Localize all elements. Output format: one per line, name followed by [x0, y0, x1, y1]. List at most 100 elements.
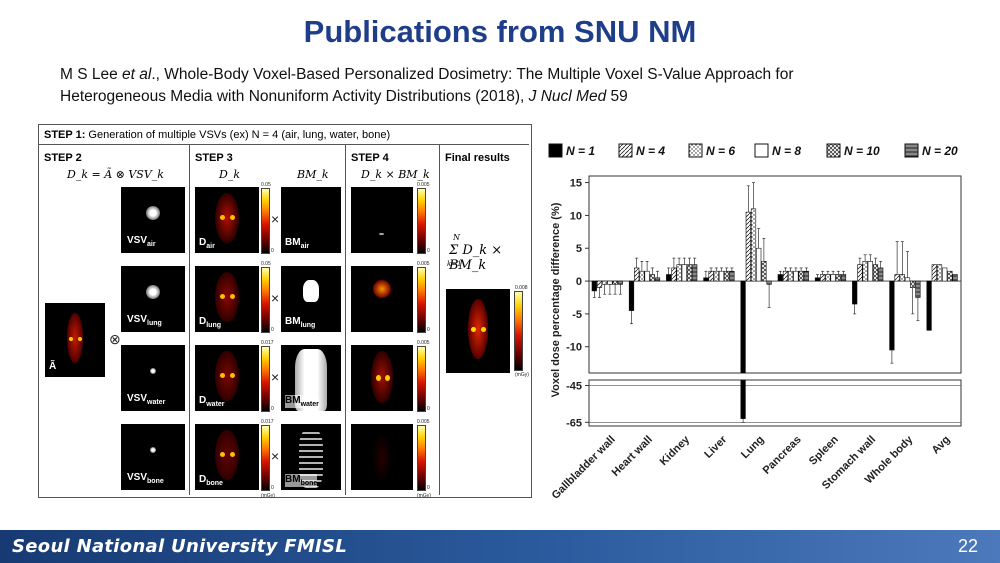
- vsv-glow: [146, 285, 160, 299]
- bar: [644, 270, 650, 282]
- bar: [803, 270, 809, 282]
- y-tick-label: -45: [566, 381, 582, 393]
- colorbar-unit: (mGy): [261, 493, 275, 499]
- masked-dose-image: [351, 187, 413, 253]
- vsv-label: VSVair: [127, 235, 156, 248]
- multiply-symbol: ×: [271, 369, 280, 385]
- vsv-label: VSVbone: [127, 472, 164, 485]
- divider: [439, 145, 440, 495]
- bar: [718, 270, 725, 282]
- step4-header: STEP 4: [351, 152, 389, 164]
- kidney-hotspot: [230, 294, 235, 299]
- colorbar: [261, 267, 270, 333]
- vsv-glow: [150, 368, 156, 374]
- colorbar-max: 0.05: [261, 182, 271, 188]
- colorbar-zero: 0: [427, 327, 430, 333]
- bar: [740, 280, 746, 374]
- sum-bottom: k=1: [447, 260, 462, 268]
- slide-title: Publications from SNU NM: [303, 14, 697, 49]
- legend-label: N = 6: [706, 144, 735, 158]
- binary-mask-image: BMlung: [281, 266, 341, 332]
- y-tick-label: -65: [566, 417, 582, 429]
- mask-label: BMair: [285, 237, 310, 250]
- legend-label: N = 1: [566, 144, 595, 158]
- bar: [835, 274, 841, 282]
- bar: [766, 280, 772, 285]
- dose-body: [215, 430, 239, 480]
- dose-label: Dwater: [199, 395, 225, 408]
- binary-mask-image: BMair: [281, 187, 341, 253]
- bar: [676, 264, 682, 282]
- step1-label: STEP 1:: [44, 129, 86, 141]
- final-dose-image: [446, 289, 510, 373]
- kidney-hotspot: [230, 452, 235, 457]
- legend-swatch: [688, 143, 703, 158]
- dose-label: Dair: [199, 237, 215, 250]
- legend-label: N = 10: [844, 144, 880, 158]
- bar: [596, 280, 603, 288]
- mask-label: BMbone: [285, 474, 318, 487]
- dose-body: [215, 193, 239, 243]
- a-tilde-label: Ã: [49, 361, 57, 372]
- method-figure: STEP 1: Generation of multiple VSVs (ex)…: [38, 124, 532, 499]
- bar: [703, 277, 709, 282]
- vsv-kernel-image: VSVair: [121, 187, 185, 253]
- step2-header: STEP 2: [44, 152, 82, 164]
- bar: [952, 274, 958, 282]
- bar: [867, 261, 873, 282]
- colorbar-zero: 0: [271, 327, 274, 333]
- colorbar: [417, 188, 426, 254]
- legend-swatch: [618, 143, 633, 158]
- y-tick-label: 5: [576, 243, 582, 255]
- final-results-header: Final results: [445, 152, 510, 164]
- dose-label: Dlung: [199, 316, 222, 329]
- bar: [899, 274, 905, 282]
- dk-formula: D_k: [219, 168, 240, 181]
- bar: [910, 280, 916, 288]
- y-tick-label: 15: [570, 178, 582, 190]
- lower-plot-frame: [588, 379, 962, 427]
- kidney-hotspot: [385, 375, 390, 381]
- bar: [820, 274, 826, 282]
- bar: [830, 274, 836, 282]
- bar: [612, 280, 618, 285]
- bar: [724, 270, 730, 282]
- bar: [602, 280, 608, 285]
- vsv-glow: [150, 447, 156, 453]
- bar: [607, 280, 613, 285]
- bar: [729, 270, 735, 282]
- bar: [750, 208, 757, 282]
- y-axis-label: Voxel dose percentage difference (%): [550, 202, 562, 397]
- multiply-symbol: ×: [271, 290, 280, 306]
- masked-dose-image: [351, 266, 413, 332]
- bar: [915, 280, 921, 298]
- bar: [756, 247, 762, 282]
- bar: [825, 274, 831, 282]
- vsv-label: VSVwater: [127, 393, 166, 406]
- kidney-hotspot: [376, 375, 381, 381]
- x-tick-label: Heart wall: [610, 434, 655, 479]
- final-colorbar-unit: (mGy): [515, 372, 529, 378]
- bar: [889, 280, 895, 351]
- vsv-kernel-image: VSVwater: [121, 345, 185, 411]
- colorbar-max: 0.005: [417, 261, 430, 267]
- bar: [628, 280, 635, 311]
- colorbar: [261, 346, 270, 412]
- bar: [617, 280, 623, 285]
- final-colorbar-max: 0.008: [515, 285, 528, 291]
- bar: [634, 267, 640, 282]
- bar: [852, 280, 858, 305]
- bar: [793, 270, 799, 282]
- citation-volume: 59: [606, 88, 628, 105]
- dose-difference-chart: 15 10 5 0 -5 -10 -45 -65 Voxel dose percentage d…: [548, 143, 962, 502]
- upper-plot-frame: [588, 175, 962, 374]
- bar: [761, 261, 767, 282]
- mask-label: BMwater: [285, 395, 319, 408]
- binary-mask-image: BMbone: [281, 424, 341, 490]
- bar: [798, 270, 804, 282]
- kidney-hotspot: [230, 373, 235, 378]
- final-formula: Σ D_k × BM_k: [449, 243, 503, 273]
- legend-swatch: [826, 143, 841, 158]
- divider: [345, 145, 346, 495]
- legend-swatch: [548, 143, 563, 158]
